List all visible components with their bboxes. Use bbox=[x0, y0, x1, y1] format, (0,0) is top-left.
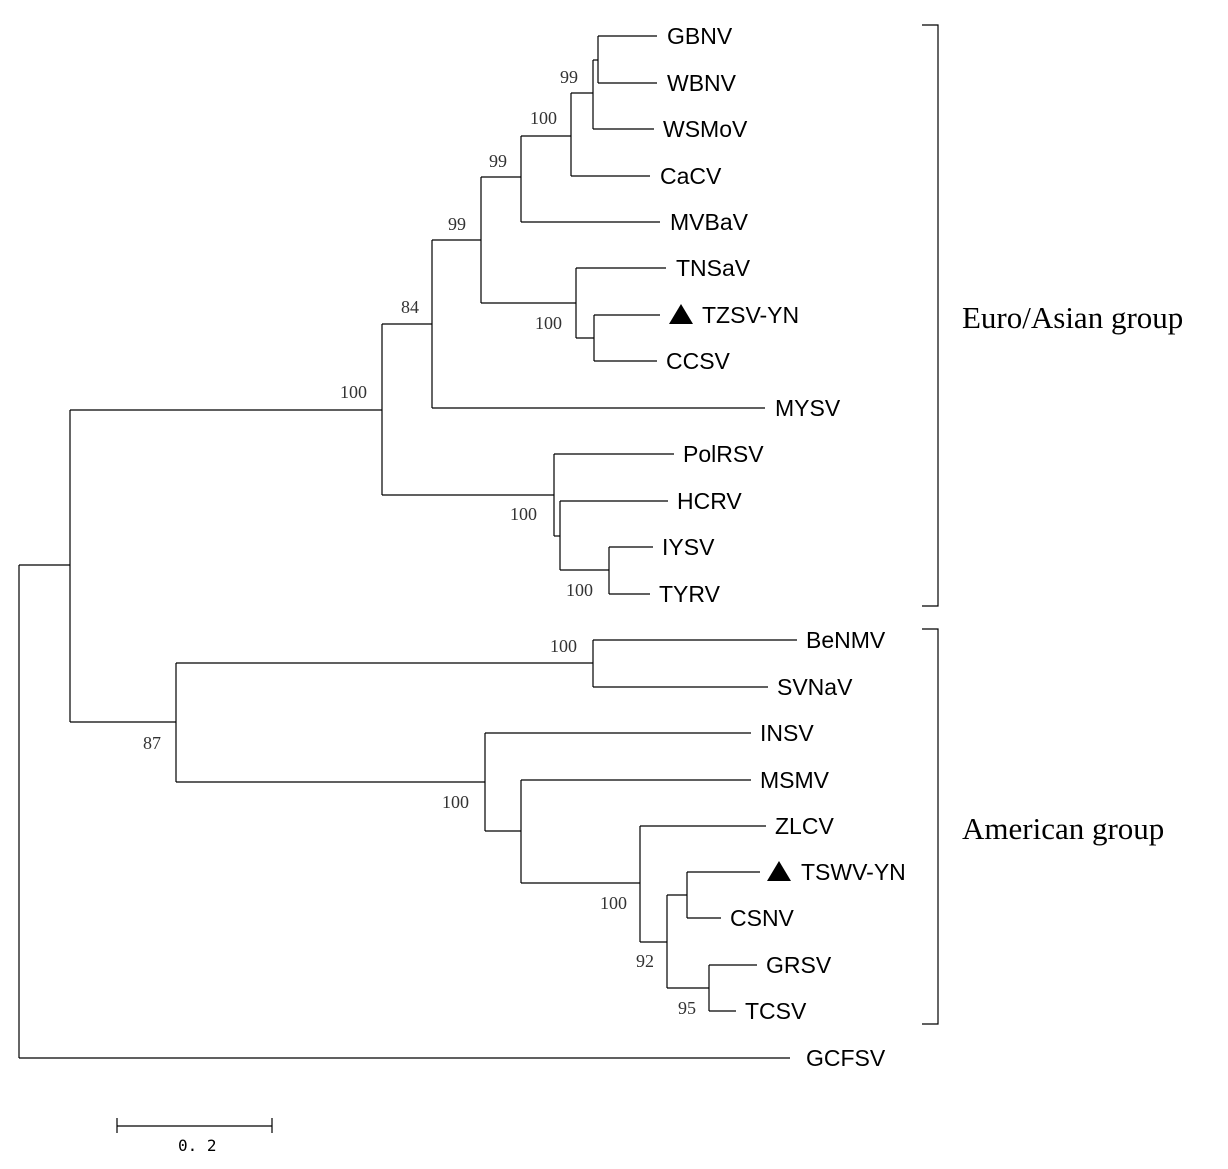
bootstrap-value: 99 bbox=[560, 67, 578, 87]
taxon-label-cacv: CaCV bbox=[660, 163, 722, 189]
bootstrap-value: 100 bbox=[535, 313, 562, 333]
bootstrap-value: 100 bbox=[530, 108, 557, 128]
taxon-label-gcfsv: GCFSV bbox=[806, 1045, 886, 1071]
taxon-label-tswv-yn: TSWV-YN bbox=[801, 859, 906, 885]
group-brackets: Euro/Asian group American group bbox=[922, 24, 1183, 1025]
bootstrap-value: 92 bbox=[636, 951, 654, 971]
highlight-triangle-icon bbox=[669, 304, 693, 324]
american-bracket bbox=[922, 628, 939, 1025]
taxon-labels: GBNV WBNV WSMoV CaCV MVBaV TNSaV TZSV-YN… bbox=[659, 23, 906, 1071]
taxon-label-zlcv: ZLCV bbox=[775, 813, 834, 839]
bootstrap-value: 100 bbox=[510, 504, 537, 524]
taxon-label-tnsav: TNSaV bbox=[676, 255, 751, 281]
taxon-label-mysv: MYSV bbox=[775, 395, 841, 421]
taxon-label-msmv: MSMV bbox=[760, 767, 830, 793]
bootstrap-value: 100 bbox=[566, 580, 593, 600]
taxon-label-gbnv: GBNV bbox=[667, 23, 733, 49]
taxon-label-wsmov: WSMoV bbox=[663, 116, 748, 142]
taxon-label-svnav: SVNaV bbox=[777, 674, 853, 700]
bootstrap-value: 84 bbox=[401, 297, 419, 317]
taxon-label-benmv: BeNMV bbox=[806, 627, 886, 653]
bootstrap-value: 100 bbox=[442, 792, 469, 812]
bootstrap-value: 100 bbox=[550, 636, 577, 656]
taxon-label-hcrv: HCRV bbox=[677, 488, 742, 514]
taxon-label-mvbav: MVBaV bbox=[670, 209, 749, 235]
euro-asian-bracket bbox=[922, 24, 939, 607]
highlight-triangle-icon bbox=[767, 861, 791, 881]
scale-bar: 0. 2 bbox=[116, 1118, 273, 1155]
bootstrap-value: 99 bbox=[489, 151, 507, 171]
scale-bar-label: 0. 2 bbox=[178, 1136, 217, 1155]
taxon-label-insv: INSV bbox=[760, 720, 814, 746]
taxon-label-polrsv: PolRSV bbox=[683, 441, 764, 467]
tree-branches bbox=[18, 35, 797, 1059]
bootstrap-value: 87 bbox=[143, 733, 161, 753]
taxon-label-tyrv: TYRV bbox=[659, 581, 721, 607]
bootstrap-value: 99 bbox=[448, 214, 466, 234]
bootstrap-value: 95 bbox=[678, 998, 696, 1018]
bootstrap-value: 100 bbox=[340, 382, 367, 402]
euro-asian-group-label: Euro/Asian group bbox=[962, 300, 1183, 335]
bootstrap-value: 100 bbox=[600, 893, 627, 913]
taxon-label-csnv: CSNV bbox=[730, 905, 795, 931]
taxon-label-iysv: IYSV bbox=[662, 534, 715, 560]
american-group-label: American group bbox=[962, 811, 1164, 846]
taxon-label-wbnv: WBNV bbox=[667, 70, 737, 96]
taxon-label-tzsv-yn: TZSV-YN bbox=[702, 302, 799, 328]
taxon-label-ccsv: CCSV bbox=[666, 348, 731, 374]
bootstrap-values: 99 100 99 99 84 100 100 100 100 100 87 1… bbox=[143, 67, 696, 1018]
taxon-label-grsv: GRSV bbox=[766, 952, 832, 978]
taxon-label-tcsv: TCSV bbox=[745, 998, 807, 1024]
